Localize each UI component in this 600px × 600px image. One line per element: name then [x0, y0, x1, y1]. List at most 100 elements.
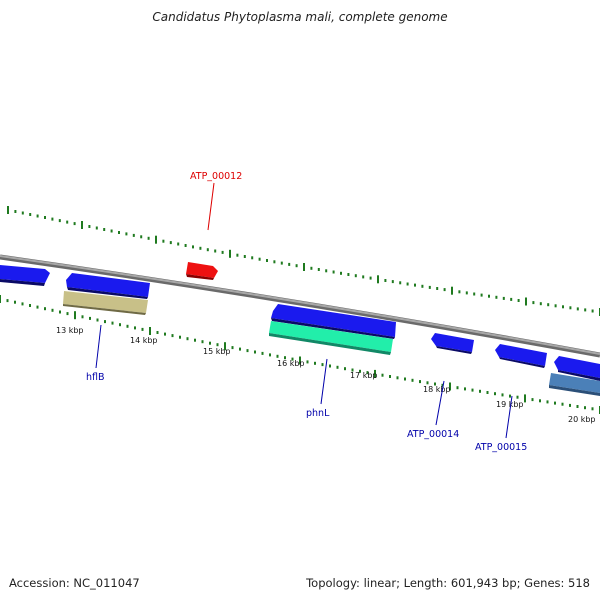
minor-tick — [391, 280, 394, 284]
major-tick — [229, 249, 231, 258]
minor-tick — [179, 335, 181, 339]
minor-tick — [486, 391, 489, 394]
minor-tick — [288, 262, 291, 266]
major-tick — [303, 263, 305, 271]
accession-label: Accession: NC_011047 — [9, 576, 140, 590]
gene-arrow[interactable] — [0, 265, 50, 286]
gene-ATP-00014[interactable] — [431, 333, 474, 354]
minor-tick — [194, 338, 196, 342]
minor-tick — [501, 393, 504, 397]
minor-tick — [458, 290, 461, 294]
minor-tick — [169, 241, 172, 245]
minor-tick — [66, 220, 69, 224]
minor-tick — [171, 334, 174, 338]
minor-tick — [561, 402, 564, 406]
minor-tick — [246, 349, 249, 353]
minor-tick — [221, 250, 224, 254]
minor-tick — [73, 222, 76, 226]
major-tick — [374, 369, 376, 378]
minor-tick — [381, 373, 384, 377]
minor-tick — [6, 299, 9, 303]
minor-tick — [14, 300, 16, 304]
minor-tick — [95, 226, 98, 230]
minor-tick — [399, 281, 402, 285]
major-tick — [525, 297, 527, 306]
gene-label-hflB[interactable]: hflB — [86, 372, 105, 383]
gene-ATP-00015[interactable] — [495, 344, 547, 368]
minor-tick — [29, 213, 32, 216]
minor-tick — [344, 367, 346, 371]
minor-tick — [443, 288, 446, 292]
minor-tick — [317, 268, 320, 271]
minor-tick — [329, 364, 331, 368]
minor-tick — [569, 403, 571, 407]
minor-tick — [89, 316, 91, 320]
minor-tick — [14, 210, 17, 213]
gene-arrow[interactable] — [271, 304, 396, 339]
genome-summary: Topology: linear; Length: 601,943 bp; Ge… — [306, 576, 590, 590]
minor-tick — [404, 377, 406, 381]
minor-tick — [214, 249, 217, 253]
minor-tick — [119, 323, 121, 327]
minor-tick — [465, 291, 468, 295]
gene-hflB[interactable] — [63, 291, 148, 315]
minor-tick — [186, 337, 189, 341]
minor-tick — [584, 406, 586, 410]
gene-label-ATP-00012[interactable]: ATP_00012 — [190, 171, 242, 182]
gene-phnL[interactable] — [269, 321, 393, 355]
scale-label-13kbp: 13 kbp — [56, 326, 84, 335]
minor-tick — [59, 310, 61, 314]
minor-tick — [110, 229, 113, 233]
minor-tick — [88, 225, 91, 228]
minor-tick — [411, 378, 414, 382]
minor-tick — [118, 231, 120, 234]
minor-tick — [280, 261, 283, 265]
minor-tick — [359, 369, 361, 373]
minor-tick — [441, 383, 444, 387]
gene-arrow[interactable] — [554, 356, 600, 381]
minor-tick — [201, 340, 204, 344]
minor-tick — [336, 365, 339, 369]
minor-tick — [321, 363, 324, 367]
gene-feature-steelblue[interactable] — [549, 373, 600, 396]
minor-tick — [509, 394, 511, 398]
major-tick — [155, 235, 157, 244]
minor-tick — [306, 360, 309, 364]
minor-tick — [495, 295, 498, 299]
minor-tick — [164, 332, 166, 336]
minor-tick — [426, 381, 429, 385]
minor-tick — [251, 256, 254, 260]
gene-label-ATP-00015[interactable]: ATP_00015 — [475, 442, 527, 453]
minor-tick — [261, 351, 264, 355]
minor-tick — [389, 375, 391, 378]
scale-label-16kbp: 16 kbp — [277, 359, 305, 368]
gene-label-ATP-00014[interactable]: ATP_00014 — [407, 429, 459, 440]
major-tick — [81, 221, 83, 229]
minor-tick — [428, 285, 431, 289]
minor-tick — [162, 239, 165, 243]
minor-tick — [332, 270, 335, 274]
scale-label-15kbp: 15 kbp — [203, 347, 231, 356]
minor-tick — [325, 269, 328, 273]
gene-label-phnL[interactable]: phnL — [306, 408, 330, 419]
scale-label-19kbp: 19 kbp — [496, 400, 524, 409]
minor-tick — [347, 273, 350, 276]
minor-tick — [21, 302, 24, 306]
major-tick — [449, 382, 451, 391]
major-tick — [524, 394, 526, 403]
minor-tick — [576, 307, 579, 311]
gene-arrow[interactable] — [66, 273, 150, 299]
minor-tick — [591, 309, 594, 313]
inner-tick-row — [0, 295, 600, 414]
minor-tick — [125, 232, 128, 236]
gene-ATP-00012[interactable] — [186, 262, 218, 280]
minor-tick — [29, 304, 31, 307]
minor-tick — [362, 275, 365, 279]
minor-tick — [192, 245, 194, 249]
minor-tick — [103, 228, 106, 231]
minor-tick — [488, 294, 490, 298]
minor-tick — [562, 305, 564, 309]
minor-tick — [209, 341, 211, 345]
minor-tick — [531, 398, 534, 402]
